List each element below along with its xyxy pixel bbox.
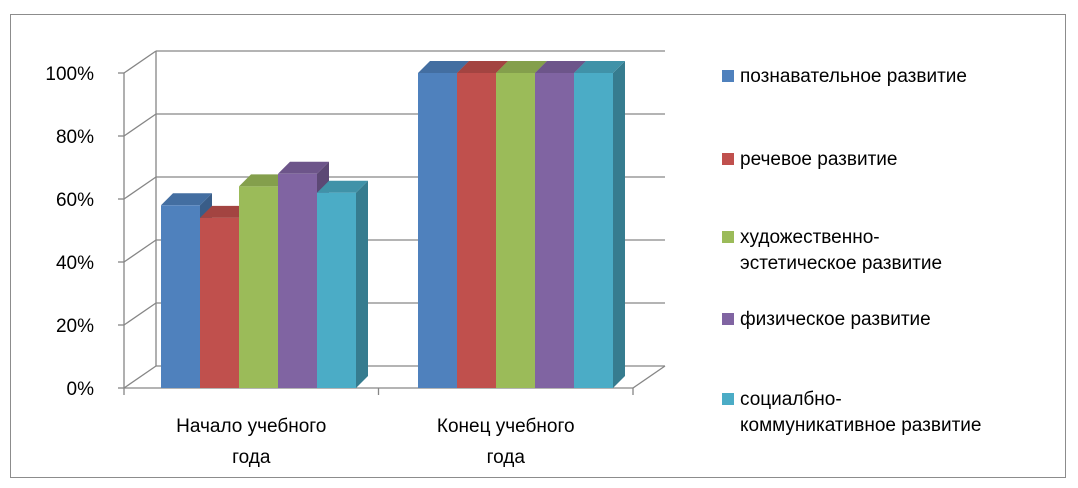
legend-item-speech: речевое развитие: [722, 147, 1065, 173]
wall-gridline: [123, 176, 157, 200]
x-tick-label: Начало учебного: [176, 416, 326, 437]
wall-gridline: [123, 50, 157, 74]
bar-top: [200, 205, 251, 218]
legend-label: познавательное развитие: [740, 66, 967, 87]
legend-label-line: социалбно-: [740, 389, 842, 410]
bar: [239, 186, 278, 388]
legend-item-cognitive: познавательное развитие: [722, 64, 1065, 90]
legend-swatch-physical: [722, 313, 734, 325]
bar: [278, 173, 317, 388]
y-tick-label: 40%: [56, 253, 94, 274]
wall-gridline: [123, 113, 157, 137]
x-tick-label: года: [232, 447, 271, 468]
bar-top: [418, 61, 469, 73]
legend-swatch-social: [722, 393, 734, 405]
bar: [496, 73, 535, 388]
y-tick-label: 60%: [56, 190, 94, 211]
bar-top: [574, 61, 625, 73]
bar-top: [161, 193, 212, 206]
y-tick-label: 100%: [45, 64, 94, 85]
legend-label-line: коммуникативное развитие: [740, 415, 982, 436]
bar: [161, 205, 200, 388]
wall-gridline: [123, 302, 157, 326]
y-tick-label: 20%: [56, 316, 94, 337]
bar: [535, 73, 574, 388]
bar-top: [457, 61, 508, 73]
legend-label: речевое развитие: [740, 149, 898, 170]
bar: [418, 73, 457, 388]
bar: [317, 192, 356, 388]
y-tick-label: 0%: [67, 379, 95, 400]
bar-top: [535, 61, 586, 73]
x-tick-label: года: [487, 447, 526, 468]
bar-side: [613, 61, 625, 388]
legend-label-line: эстетическое развитие: [740, 253, 943, 274]
bar-top: [278, 161, 329, 174]
wall-gridline: [123, 239, 157, 263]
legend-label: социалбно- коммуникативное развитие: [740, 387, 1065, 439]
legend-swatch-cognitive: [722, 70, 734, 82]
bar: [574, 73, 613, 388]
legend-swatch-artistic: [722, 231, 734, 243]
legend-item-social: социалбно- коммуникативное развитие: [722, 387, 1065, 439]
legend-label: художественно- эстетическое развитие: [740, 225, 1065, 277]
bar-side: [356, 180, 368, 388]
bar: [200, 217, 239, 388]
bar-top: [496, 61, 547, 73]
legend-item-physical: физическое развитие: [722, 307, 1065, 333]
bar-top: [239, 174, 290, 187]
legend-swatch-speech: [722, 153, 734, 165]
floor-edge: [632, 365, 666, 389]
legend-item-artistic: художественно- эстетическое развитие: [722, 225, 1065, 277]
bar: [457, 73, 496, 388]
legend-label: физическое развитие: [740, 309, 931, 330]
bar-top: [317, 180, 368, 193]
x-tick-label: Конец учебного: [437, 416, 575, 437]
wall-gridline: [123, 365, 157, 389]
legend-label-line: художественно-: [740, 227, 880, 248]
y-tick-label: 80%: [56, 127, 94, 148]
